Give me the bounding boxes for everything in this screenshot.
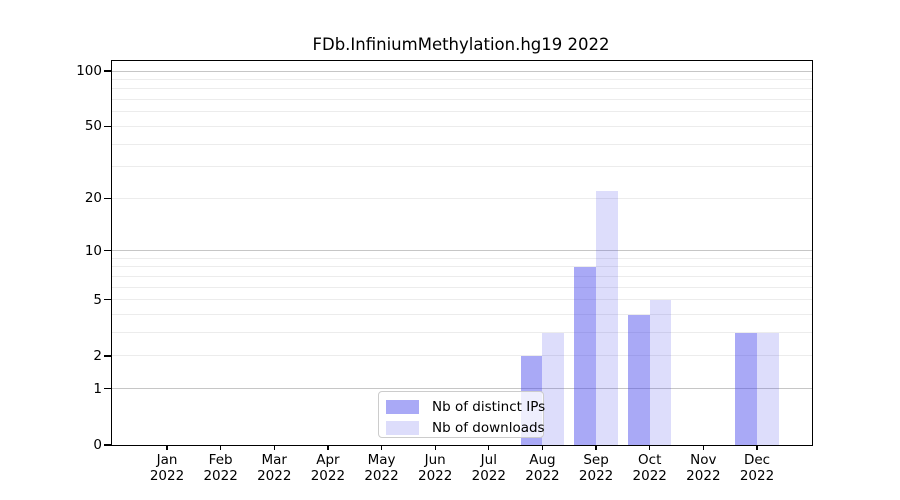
gridline-minor	[112, 78, 812, 80]
x-tick-label: Jun 2022	[417, 452, 453, 484]
x-tick-mark	[327, 445, 329, 450]
gridline-minor	[112, 314, 812, 316]
gridline-minor	[112, 275, 812, 277]
y-tick-label: 1	[93, 380, 102, 397]
legend-label-distinct-ips: Nb of distinct IPs	[432, 398, 546, 415]
x-tick-label: Feb 2022	[203, 452, 238, 484]
y-tick-mark	[104, 388, 111, 390]
x-tick-mark	[434, 445, 436, 450]
x-tick-mark	[273, 445, 275, 450]
x-tick-label: Jul 2022	[471, 452, 506, 484]
gridline-minor	[112, 197, 812, 199]
bar-downloads	[757, 332, 779, 445]
gridline-minor	[112, 111, 812, 113]
gridline-major	[112, 250, 812, 252]
x-tick-mark	[219, 445, 222, 450]
x-tick-mark	[541, 445, 544, 450]
x-tick-mark	[166, 445, 168, 450]
bar-downloads	[542, 332, 565, 445]
x-tick-label: Dec 2022	[739, 452, 775, 484]
y-tick-label: 2	[93, 347, 102, 364]
x-tick-label: Jan 2022	[149, 452, 185, 484]
y-tick-label: 20	[84, 190, 102, 207]
y-tick-mark	[104, 250, 111, 252]
x-tick-mark	[702, 445, 704, 450]
y-tick-label: 0	[93, 437, 102, 453]
gridline-minor	[112, 166, 812, 168]
gridline-minor	[112, 286, 812, 288]
bar-distinct-ips	[628, 314, 650, 445]
y-tick-mark	[104, 70, 111, 72]
bar-downloads	[649, 299, 672, 445]
x-tick-label: Sep 2022	[578, 452, 614, 484]
x-tick-label: Apr 2022	[310, 452, 346, 484]
gridline-minor	[112, 125, 812, 127]
gridline-minor	[112, 88, 812, 90]
gridline-minor	[112, 257, 812, 259]
x-tick-label: Aug 2022	[525, 452, 560, 484]
y-tick-label: 100	[76, 63, 102, 79]
gridline-major	[112, 70, 812, 72]
legend-label-downloads: Nb of downloads	[432, 419, 545, 436]
x-tick-label: Mar 2022	[257, 452, 292, 484]
gridline-minor	[112, 99, 812, 101]
y-tick-label: 10	[84, 242, 102, 259]
legend: Nb of distinct IPs Nb of downloads	[378, 391, 546, 438]
gridline-major	[112, 388, 812, 390]
y-tick-mark	[104, 197, 111, 199]
y-tick-mark	[104, 355, 111, 357]
gridline-minor	[112, 332, 812, 334]
plot-area: Nb of distinct IPs Nb of downloads 0 1 2 5 1…	[76, 60, 813, 483]
y-tick-label: 5	[93, 291, 102, 308]
y-tick-label: 50	[84, 118, 102, 135]
bar-distinct-ips	[735, 332, 757, 445]
bar-distinct-ips	[574, 266, 597, 445]
legend-swatch-distinct-ips	[386, 399, 419, 414]
chart-title: FDb.InfiniumMethylation.hg19 2022	[312, 35, 610, 54]
y-tick-mark	[104, 299, 111, 301]
legend-item-downloads: Nb of downloads	[386, 419, 545, 436]
gridline-minor	[112, 143, 812, 145]
x-tick-label: Nov 2022	[686, 452, 721, 484]
x-tick-mark	[756, 445, 758, 450]
x-tick-mark	[649, 445, 651, 450]
legend-swatch-downloads	[386, 420, 419, 435]
legend-item-distinct-ips: Nb of distinct IPs	[386, 398, 546, 415]
y-tick-mark	[104, 444, 111, 446]
gridline-minor	[112, 355, 812, 357]
x-tick-label: May 2022	[364, 452, 399, 484]
bar-downloads	[596, 190, 618, 445]
gridline-minor	[112, 266, 812, 268]
x-tick-mark	[595, 445, 597, 450]
x-tick-label: Oct 2022	[632, 452, 667, 484]
gridline-minor	[112, 299, 812, 301]
x-tick-mark	[380, 445, 383, 450]
y-tick-mark	[104, 125, 111, 128]
x-tick-mark	[488, 445, 490, 450]
